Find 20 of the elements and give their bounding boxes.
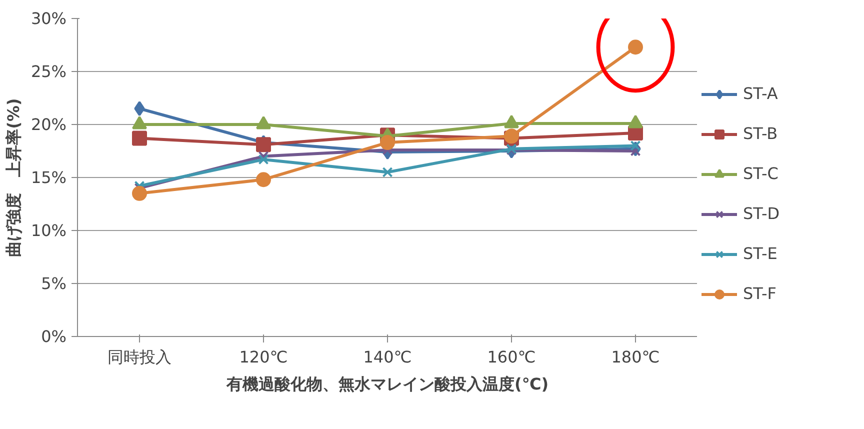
x-tick-label: 同時投入 <box>108 348 172 366</box>
y-tick-label: 20% <box>30 115 66 134</box>
x-tick-label: 140℃ <box>363 348 412 366</box>
legend-label: ST-F <box>743 284 776 303</box>
y-tick-label: 5% <box>41 274 67 293</box>
y-tick-label: 15% <box>30 168 66 187</box>
y-tick-label: 0% <box>41 327 67 346</box>
x-axis-title: 有機過酸化物、無水マレイン酸投入温度(℃) <box>226 374 548 394</box>
x-tick-label: 160℃ <box>487 348 536 366</box>
y-tick-label: 10% <box>30 221 66 240</box>
legend-label: ST-B <box>743 124 778 143</box>
legend-label: ST-E <box>743 244 778 263</box>
y-axis-title: 曲げ強度 上昇率(%) <box>4 98 23 257</box>
legend-label: ST-C <box>743 164 778 183</box>
y-tick-label: 30% <box>30 9 66 28</box>
legend-label: ST-A <box>743 84 778 103</box>
legend-label: ST-D <box>743 204 780 223</box>
x-tick-label: 120℃ <box>239 348 288 366</box>
x-tick-label: 180℃ <box>611 348 660 366</box>
y-tick-label: 25% <box>30 62 66 81</box>
